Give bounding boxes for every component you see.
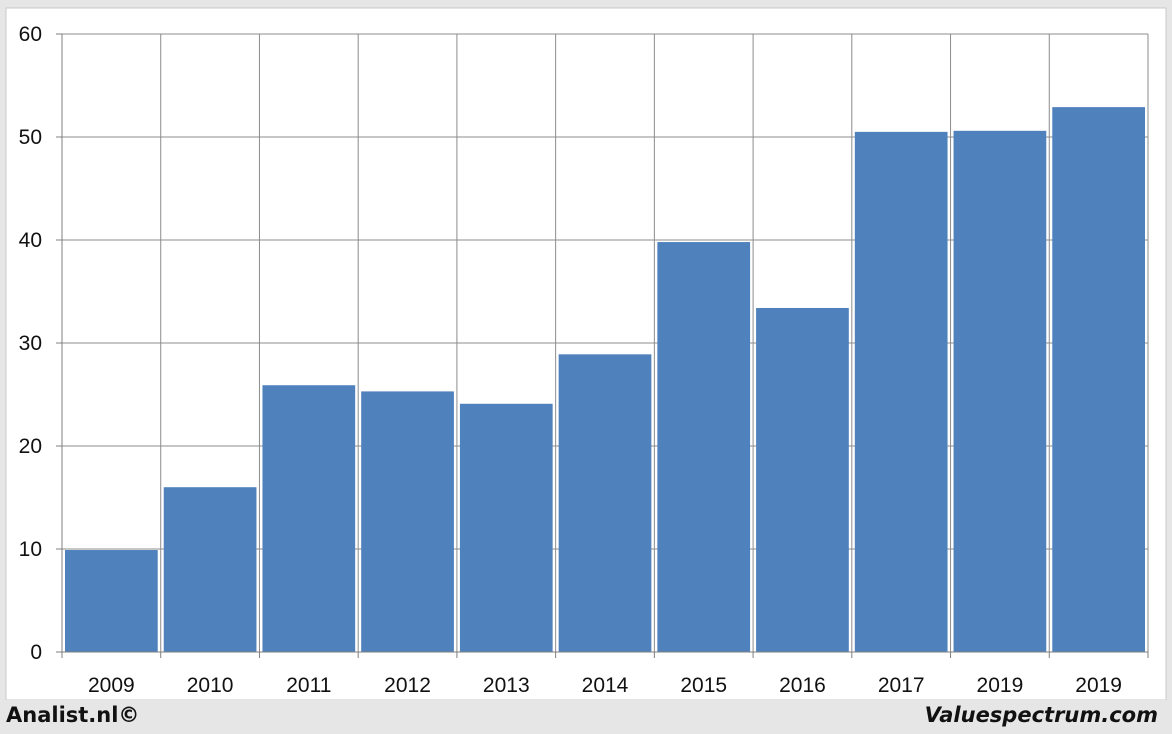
bar xyxy=(854,131,948,653)
y-tick-label: 0 xyxy=(30,641,42,664)
source-credit-right: Valuespectrum.com xyxy=(924,703,1158,727)
bar xyxy=(361,391,454,652)
bar xyxy=(262,385,356,652)
x-tick-label: 2017 xyxy=(878,674,925,697)
x-tick-label: 2009 xyxy=(88,674,135,697)
y-tick-label: 20 xyxy=(19,435,42,458)
x-tick-label: 2016 xyxy=(779,674,826,697)
x-tick-label: 2019 xyxy=(977,674,1024,697)
y-tick-label: 30 xyxy=(19,332,42,355)
x-tick-label: 2014 xyxy=(582,674,629,697)
y-tick-label: 60 xyxy=(19,23,42,46)
x-tick-label: 2019 xyxy=(1075,674,1122,697)
bar xyxy=(163,487,257,652)
x-tick-label: 2013 xyxy=(483,674,530,697)
bar xyxy=(756,307,849,652)
bar xyxy=(65,550,158,652)
bar xyxy=(558,354,652,652)
y-tick-label: 40 xyxy=(19,229,42,252)
y-axis-tick-labels: 0 10 20 30 40 50 60 xyxy=(19,23,42,664)
x-tick-label: 2011 xyxy=(286,674,331,697)
bar xyxy=(1052,107,1145,652)
x-tick-label: 2012 xyxy=(384,674,431,697)
y-tick-label: 10 xyxy=(19,538,42,561)
bar xyxy=(657,242,751,652)
axes xyxy=(56,33,1149,658)
x-tick-label: 2015 xyxy=(680,674,727,697)
source-credit-left: Analist.nl© xyxy=(6,703,140,727)
x-tick-label: 2010 xyxy=(187,674,234,697)
bar xyxy=(459,403,553,652)
bars xyxy=(65,107,1145,653)
x-axis-tick-labels: 2009 2010 2011 2012 2013 2014 2015 2016 2017 2019… xyxy=(88,674,1122,697)
y-tick-label: 50 xyxy=(19,126,42,149)
bar xyxy=(953,130,1047,652)
